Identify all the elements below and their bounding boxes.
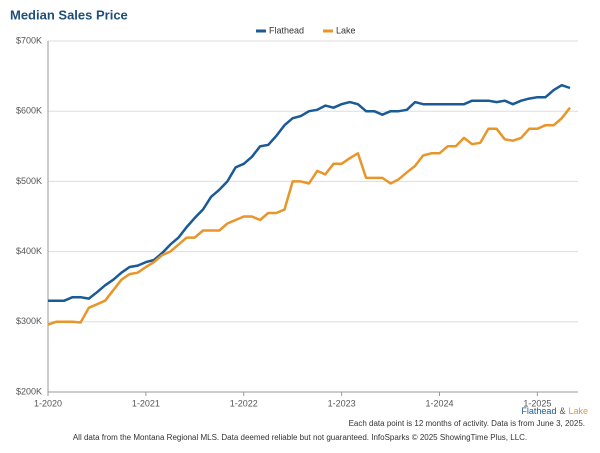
x-tick-label: 1-2021	[132, 398, 160, 408]
y-tick-label: $300K	[16, 316, 42, 326]
x-tick-label: 1-2020	[34, 398, 62, 408]
series-note: Flathead & Lake	[521, 406, 588, 416]
line-series	[47, 106, 571, 326]
x-tick-label: 1-2024	[425, 398, 453, 408]
legend-label: Lake	[336, 25, 356, 35]
x-tick-label: 1-2023	[328, 398, 356, 408]
y-tick-label: $700K	[16, 35, 42, 45]
series-note-part: &	[559, 406, 565, 416]
series-note-part: Flathead	[521, 406, 556, 416]
y-tick-label: $600K	[16, 106, 42, 116]
x-tick-label: 1-2022	[230, 398, 258, 408]
chart-title: Median Sales Price	[10, 7, 128, 22]
line-series	[48, 83, 571, 302]
x-tick-label: 1-2025	[523, 398, 551, 408]
y-tick-label: $200K	[16, 386, 42, 396]
y-tick-label: $400K	[16, 246, 42, 256]
series-note-part: Lake	[568, 406, 588, 416]
note: All data from the Montana Regional MLS. …	[73, 433, 527, 442]
legend-label: Flathead	[269, 25, 304, 35]
note: Each data point is 12 months of activity…	[349, 419, 585, 428]
y-tick-label: $500K	[16, 176, 42, 186]
